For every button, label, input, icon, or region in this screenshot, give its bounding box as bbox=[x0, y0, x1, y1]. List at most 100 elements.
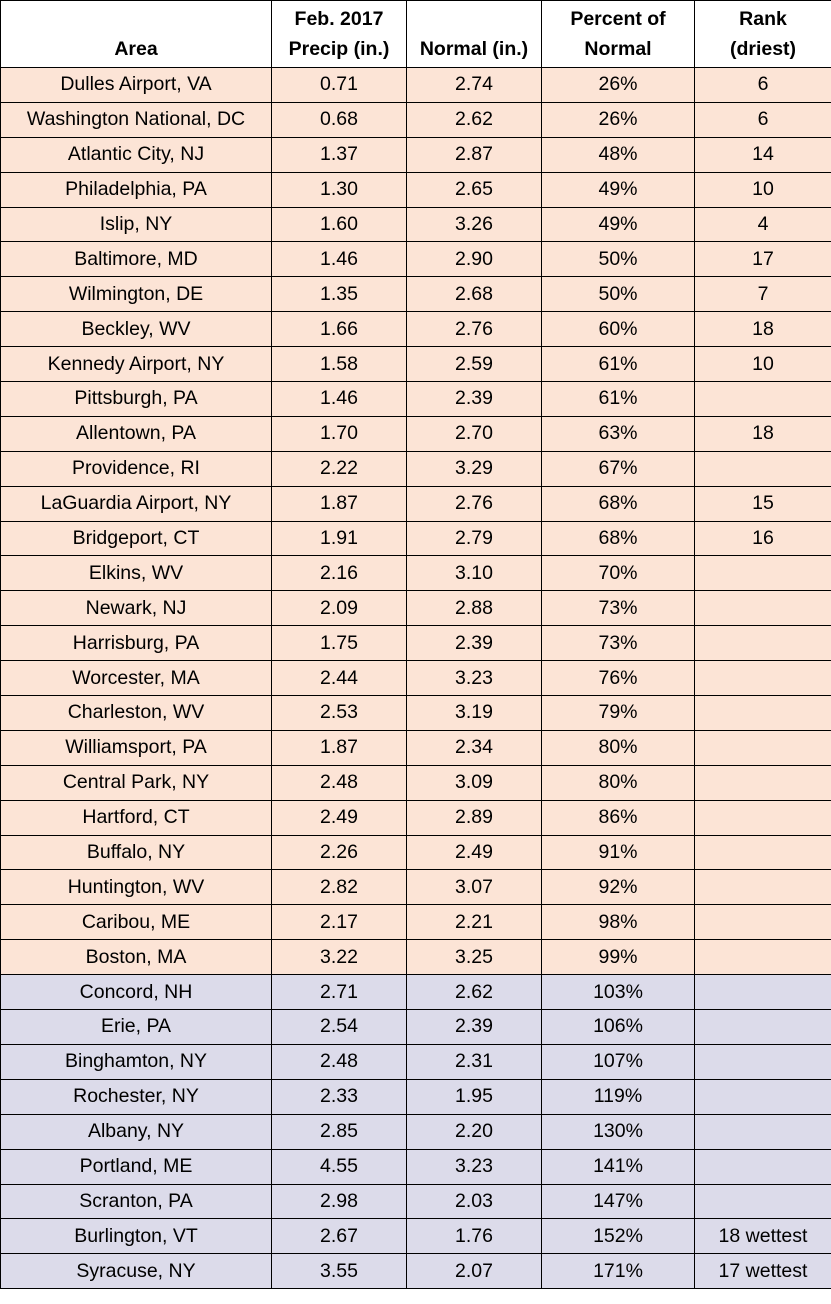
value-cell: 2.67 bbox=[271, 1218, 407, 1255]
header-line: (driest) bbox=[729, 38, 797, 60]
value-cell: 3.10 bbox=[406, 555, 542, 592]
area-cell: Albany, NY bbox=[0, 1113, 272, 1150]
value-cell: 1.70 bbox=[271, 415, 407, 452]
value-cell bbox=[694, 1078, 831, 1115]
value-cell: 92% bbox=[541, 869, 695, 906]
value-cell: 49% bbox=[541, 171, 695, 208]
value-cell: 2.48 bbox=[271, 764, 407, 801]
value-cell: 10 bbox=[694, 346, 831, 383]
value-cell: 86% bbox=[541, 799, 695, 836]
area-cell: Beckley, WV bbox=[0, 311, 272, 348]
table-row: Syracuse, NY 3.55 2.07 171% 17 wettest bbox=[0, 1253, 831, 1290]
header-cell: Rank (driest) bbox=[694, 0, 831, 68]
table-row: Harrisburg, PA 1.75 2.39 73% bbox=[0, 625, 831, 662]
value-cell: 2.39 bbox=[406, 1009, 542, 1045]
value-cell: 2.07 bbox=[406, 1253, 542, 1290]
header-line: Area bbox=[114, 38, 158, 60]
area-cell: LaGuardia Airport, NY bbox=[0, 485, 272, 522]
value-cell: 130% bbox=[541, 1113, 695, 1150]
table-row: Islip, NY 1.60 3.26 49% 4 bbox=[0, 206, 831, 243]
value-cell: 73% bbox=[541, 625, 695, 662]
value-cell: 91% bbox=[541, 834, 695, 871]
area-cell: Rochester, NY bbox=[0, 1078, 272, 1115]
value-cell: 73% bbox=[541, 590, 695, 627]
value-cell: 63% bbox=[541, 415, 695, 452]
table-row: Williamsport, PA 1.87 2.34 80% bbox=[0, 729, 831, 766]
area-cell: Kennedy Airport, NY bbox=[0, 346, 272, 383]
area-cell: Caribou, ME bbox=[0, 904, 272, 941]
value-cell bbox=[694, 1148, 831, 1185]
value-cell: 2.82 bbox=[271, 869, 407, 906]
value-cell: 1.87 bbox=[271, 729, 407, 766]
value-cell: 50% bbox=[541, 241, 695, 278]
value-cell: 2.71 bbox=[271, 974, 407, 1011]
area-cell: Charleston, WV bbox=[0, 695, 272, 731]
value-cell: 60% bbox=[541, 311, 695, 348]
value-cell: 2.90 bbox=[406, 241, 542, 278]
value-cell bbox=[694, 590, 831, 627]
value-cell: 2.22 bbox=[271, 450, 407, 487]
value-cell: 1.37 bbox=[271, 136, 407, 173]
area-cell: Boston, MA bbox=[0, 939, 272, 976]
value-cell: 49% bbox=[541, 206, 695, 243]
value-cell: 70% bbox=[541, 555, 695, 592]
value-cell: 0.71 bbox=[271, 67, 407, 103]
value-cell: 17 wettest bbox=[694, 1253, 831, 1290]
value-cell: 2.65 bbox=[406, 171, 542, 208]
area-cell: Portland, ME bbox=[0, 1148, 272, 1185]
value-cell: 2.85 bbox=[271, 1113, 407, 1150]
value-cell: 2.59 bbox=[406, 346, 542, 383]
value-cell bbox=[694, 695, 831, 731]
value-cell: 0.68 bbox=[271, 101, 407, 138]
value-cell: 98% bbox=[541, 904, 695, 941]
value-cell: 2.88 bbox=[406, 590, 542, 627]
header-line: Normal (in.) bbox=[419, 38, 529, 60]
table-row: Central Park, NY 2.48 3.09 80% bbox=[0, 764, 831, 801]
value-cell: 106% bbox=[541, 1009, 695, 1045]
value-cell: 61% bbox=[541, 346, 695, 383]
value-cell: 2.20 bbox=[406, 1113, 542, 1150]
area-cell: Worcester, MA bbox=[0, 660, 272, 697]
header-row: Area Feb. 2017 Precip (in.) Normal (in.) Per… bbox=[0, 0, 831, 68]
area-cell: Bridgeport, CT bbox=[0, 520, 272, 557]
header-cell: Feb. 2017 Precip (in.) bbox=[271, 0, 407, 68]
area-cell: Providence, RI bbox=[0, 450, 272, 487]
value-cell: 147% bbox=[541, 1183, 695, 1220]
table-row: Wilmington, DE 1.35 2.68 50% 7 bbox=[0, 276, 831, 313]
value-cell bbox=[694, 1183, 831, 1220]
value-cell: 4 bbox=[694, 206, 831, 243]
value-cell: 2.98 bbox=[271, 1183, 407, 1220]
value-cell bbox=[694, 1043, 831, 1080]
table-row: Charleston, WV 2.53 3.19 79% bbox=[0, 695, 831, 731]
area-cell: Binghamton, NY bbox=[0, 1043, 272, 1080]
table-row: Boston, MA 3.22 3.25 99% bbox=[0, 939, 831, 976]
table-row: Atlantic City, NJ 1.37 2.87 48% 14 bbox=[0, 136, 831, 173]
value-cell: 26% bbox=[541, 67, 695, 103]
area-cell: Newark, NJ bbox=[0, 590, 272, 627]
table-row: Baltimore, MD 1.46 2.90 50% 17 bbox=[0, 241, 831, 278]
table-row: Binghamton, NY 2.48 2.31 107% bbox=[0, 1043, 831, 1080]
value-cell: 80% bbox=[541, 764, 695, 801]
value-cell bbox=[694, 1009, 831, 1045]
value-cell: 2.39 bbox=[406, 381, 542, 417]
value-cell: 68% bbox=[541, 520, 695, 557]
value-cell: 152% bbox=[541, 1218, 695, 1255]
table-row: Burlington, VT 2.67 1.76 152% 18 wettest bbox=[0, 1218, 831, 1255]
value-cell: 2.49 bbox=[271, 799, 407, 836]
area-cell: Wilmington, DE bbox=[0, 276, 272, 313]
value-cell: 3.55 bbox=[271, 1253, 407, 1290]
area-cell: Elkins, WV bbox=[0, 555, 272, 592]
value-cell: 4.55 bbox=[271, 1148, 407, 1185]
value-cell: 1.66 bbox=[271, 311, 407, 348]
value-cell: 2.44 bbox=[271, 660, 407, 697]
value-cell: 2.76 bbox=[406, 485, 542, 522]
value-cell: 107% bbox=[541, 1043, 695, 1080]
table-row: Bridgeport, CT 1.91 2.79 68% 16 bbox=[0, 520, 831, 557]
value-cell: 99% bbox=[541, 939, 695, 976]
table-row: Philadelphia, PA 1.30 2.65 49% 10 bbox=[0, 171, 831, 208]
value-cell: 3.09 bbox=[406, 764, 542, 801]
header-line: Feb. 2017 bbox=[294, 8, 384, 30]
table-row: Caribou, ME 2.17 2.21 98% bbox=[0, 904, 831, 941]
